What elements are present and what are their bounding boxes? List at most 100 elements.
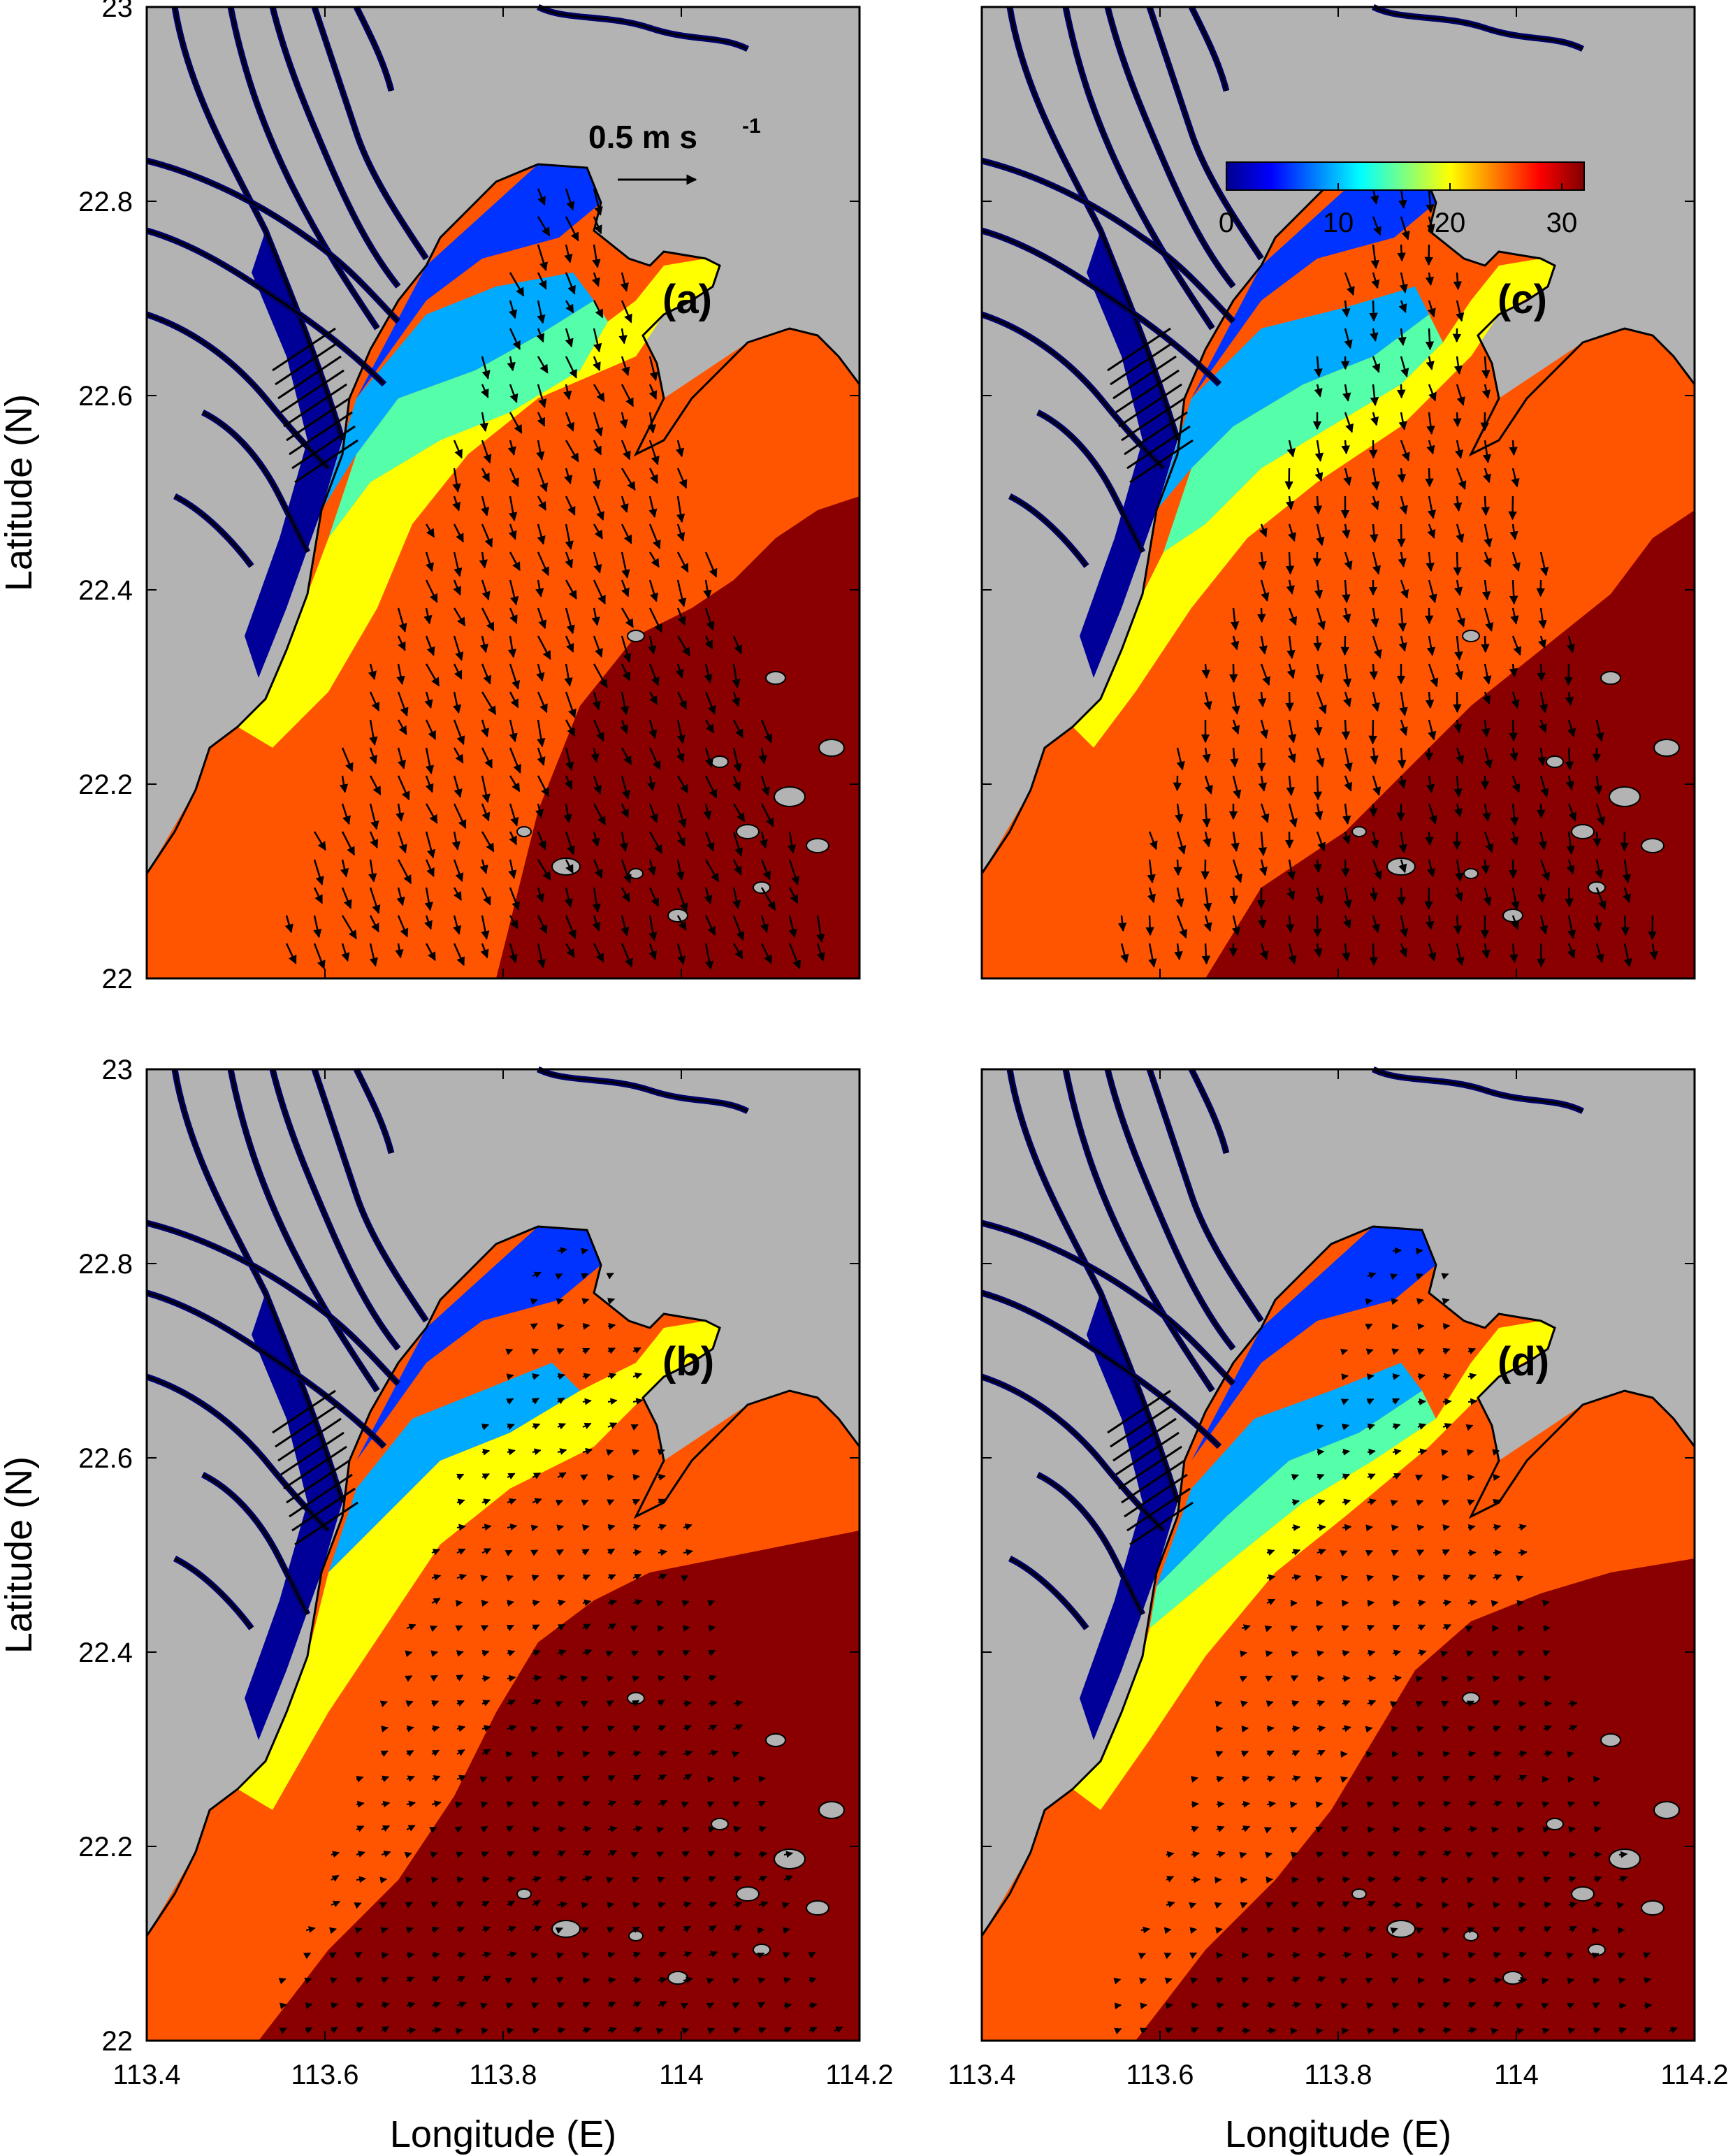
velocity-vector — [481, 1725, 491, 1732]
velocity-vector — [555, 1700, 563, 1708]
velocity-vector — [481, 1674, 491, 1682]
velocity-vector — [530, 1323, 538, 1330]
velocity-vector — [632, 1474, 641, 1481]
velocity-vector — [683, 1524, 693, 1531]
velocity-vector — [452, 495, 461, 512]
velocity-vector — [1370, 523, 1379, 544]
velocity-vector — [788, 887, 799, 904]
velocity-vector — [532, 1624, 540, 1631]
velocity-vector — [708, 1749, 718, 1757]
velocity-vector — [1623, 887, 1632, 904]
velocity-vector — [1365, 1524, 1373, 1532]
velocity-vector — [1285, 691, 1294, 712]
velocity-vector — [537, 188, 546, 206]
velocity-vector — [582, 1574, 590, 1581]
velocity-vector — [1286, 663, 1296, 679]
velocity-vector — [425, 831, 436, 859]
velocity-vector — [397, 691, 409, 717]
velocity-vector — [1593, 1851, 1602, 1858]
velocity-vector — [593, 188, 603, 216]
velocity-vector — [284, 915, 293, 934]
velocity-vector — [480, 1801, 488, 1809]
velocity-vector — [481, 1749, 491, 1756]
velocity-vector — [1372, 551, 1382, 575]
velocity-vector — [341, 831, 356, 856]
x-tick-label: 114.2 — [1660, 2060, 1728, 2090]
velocity-vector — [431, 1598, 441, 1605]
velocity-vector — [632, 1347, 641, 1354]
velocity-vector — [557, 1423, 566, 1430]
velocity-vector — [1567, 803, 1577, 822]
velocity-vector — [1288, 943, 1297, 965]
velocity-vector — [582, 1623, 591, 1630]
velocity-vector — [1426, 188, 1435, 214]
velocity-vector — [1343, 468, 1352, 486]
river-outline — [1037, 411, 1144, 553]
velocity-vector — [509, 579, 519, 606]
velocity-vector — [1258, 831, 1268, 857]
velocity-vector — [1453, 356, 1463, 375]
velocity-vector — [1341, 719, 1351, 741]
velocity-vector — [582, 1322, 590, 1330]
velocity-vector — [406, 1725, 414, 1732]
velocity-vector — [509, 272, 525, 297]
velocity-vector — [1493, 1902, 1501, 1909]
velocity-vector — [406, 1775, 415, 1782]
velocity-vector — [480, 943, 489, 959]
velocity-vector — [631, 1650, 639, 1657]
velocity-vector — [453, 943, 465, 967]
velocity-vector — [425, 859, 435, 877]
velocity-vector — [1398, 551, 1407, 567]
velocity-vector — [1257, 915, 1267, 929]
velocity-vector — [1482, 468, 1491, 484]
velocity-vector — [657, 1449, 665, 1456]
velocity-vector — [1456, 468, 1467, 491]
velocity-vector — [1509, 523, 1518, 541]
velocity-vector — [647, 635, 657, 655]
island — [818, 739, 845, 757]
velocity-vector — [451, 831, 461, 851]
velocity-vector — [404, 1851, 412, 1859]
velocity-vector — [632, 1774, 641, 1781]
velocity-vector — [656, 1826, 665, 1834]
velocity-vector — [509, 551, 521, 572]
velocity-vector — [580, 1700, 588, 1707]
velocity-vector — [1370, 384, 1379, 407]
river-outline — [229, 6, 379, 329]
velocity-vector — [787, 831, 797, 854]
velocity-vector — [733, 1825, 741, 1833]
velocity-vector — [379, 1876, 388, 1884]
velocity-vector — [760, 943, 773, 964]
map-content-d — [980, 1066, 1696, 2042]
velocity-vector — [456, 1774, 467, 1782]
velocity-vector — [1454, 635, 1463, 661]
velocity-vector — [582, 1447, 593, 1455]
velocity-vector — [1367, 1600, 1375, 1607]
velocity-vector — [1427, 859, 1436, 878]
velocity-vector — [565, 300, 574, 314]
velocity-vector — [605, 1651, 614, 1658]
velocity-vector — [405, 1675, 413, 1682]
velocity-vector — [788, 915, 797, 939]
salinity-band — [238, 259, 720, 748]
velocity-vector — [1241, 2027, 1251, 2034]
velocity-vector — [397, 719, 407, 735]
velocity-vector — [565, 356, 578, 379]
salinity-band — [1073, 259, 1555, 748]
velocity-vector — [429, 1625, 437, 1633]
velocity-vector — [648, 803, 658, 823]
velocity-vector — [648, 523, 661, 549]
velocity-vector — [1481, 635, 1490, 653]
velocity-vector — [453, 887, 462, 901]
velocity-vector — [732, 691, 741, 707]
velocity-vector — [507, 1473, 516, 1480]
velocity-vector — [676, 747, 685, 763]
velocity-vector — [632, 1498, 640, 1506]
panel-label-a: (a) — [662, 277, 712, 322]
salinity-band — [259, 1531, 860, 2041]
velocity-vector — [704, 635, 713, 650]
map-content-c — [980, 3, 1696, 980]
velocity-vector — [1316, 2027, 1324, 2035]
river-outline — [146, 159, 400, 323]
velocity-vector — [647, 412, 657, 434]
